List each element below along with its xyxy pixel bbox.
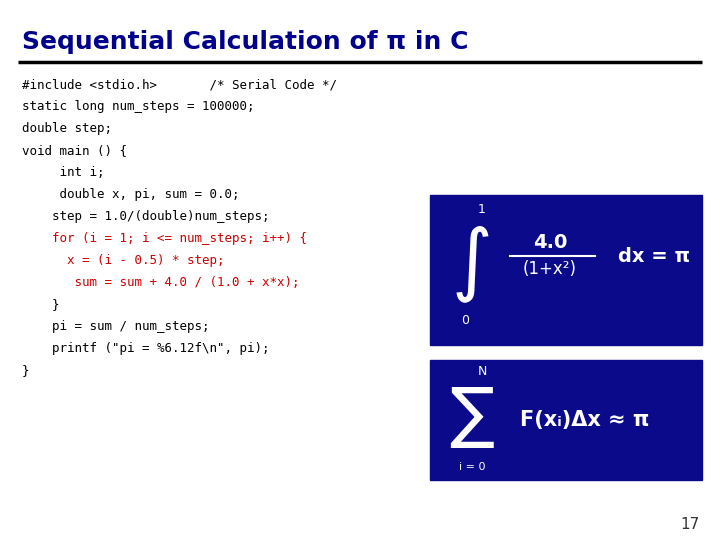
- Text: Sequential Calculation of π in C: Sequential Calculation of π in C: [22, 30, 469, 54]
- Text: int i;: int i;: [22, 166, 104, 179]
- Text: $\int$: $\int$: [451, 225, 489, 305]
- Text: }: }: [22, 298, 60, 311]
- Text: double step;: double step;: [22, 122, 112, 135]
- Text: 1: 1: [478, 203, 486, 216]
- Text: step = 1.0/(double)num_steps;: step = 1.0/(double)num_steps;: [22, 210, 269, 223]
- Text: (1+x²): (1+x²): [523, 260, 577, 278]
- Text: sum = sum + 4.0 / (1.0 + x*x);: sum = sum + 4.0 / (1.0 + x*x);: [22, 276, 300, 289]
- Text: dx = π: dx = π: [618, 246, 690, 266]
- Text: double x, pi, sum = 0.0;: double x, pi, sum = 0.0;: [22, 188, 240, 201]
- Text: void main () {: void main () {: [22, 144, 127, 157]
- Text: #include <stdio.h>       /* Serial Code */: #include <stdio.h> /* Serial Code */: [22, 78, 337, 91]
- Text: static long num_steps = 100000;: static long num_steps = 100000;: [22, 100, 254, 113]
- Text: i = 0: i = 0: [459, 462, 485, 472]
- Text: $\sum$: $\sum$: [449, 386, 495, 450]
- Text: for (i = 1; i <= num_steps; i++) {: for (i = 1; i <= num_steps; i++) {: [22, 232, 307, 245]
- Text: printf ("pi = %6.12f\n", pi);: printf ("pi = %6.12f\n", pi);: [22, 342, 269, 355]
- Text: x = (i - 0.5) * step;: x = (i - 0.5) * step;: [22, 254, 225, 267]
- Text: pi = sum / num_steps;: pi = sum / num_steps;: [22, 320, 210, 333]
- Bar: [430, 360, 702, 480]
- Text: 4.0: 4.0: [533, 233, 567, 252]
- Text: }: }: [22, 364, 30, 377]
- Text: 0: 0: [461, 314, 469, 327]
- Text: N: N: [477, 365, 487, 378]
- Text: 17: 17: [680, 517, 700, 532]
- Text: F(xᵢ)Δx ≈ π: F(xᵢ)Δx ≈ π: [520, 410, 649, 430]
- Bar: [430, 195, 702, 345]
